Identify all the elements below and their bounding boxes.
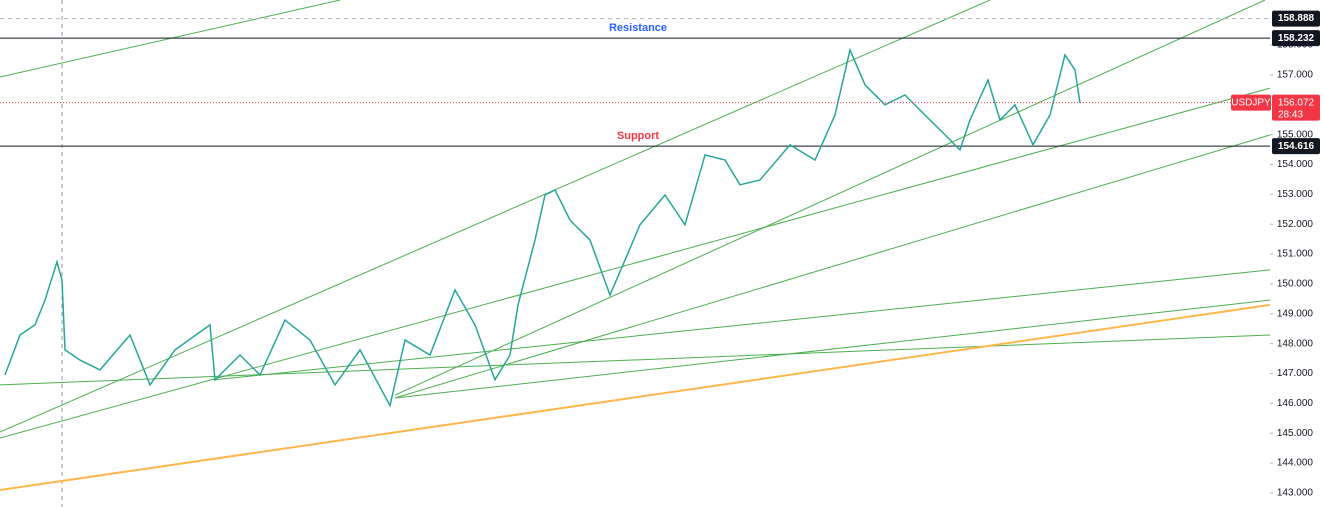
trendline [0,0,991,433]
y-tick-label: 148.000 [1277,338,1314,349]
level-tag-text: 154.616 [1278,141,1315,152]
y-tick-label: 152.000 [1277,219,1314,230]
y-tick-label: 153.000 [1277,189,1314,200]
level-label: Resistance [609,22,667,34]
level-tag [1272,30,1320,47]
level-tag [1272,138,1320,155]
y-tick-label: 143.000 [1277,488,1314,499]
y-tick-label: 154.000 [1277,159,1314,170]
symbol-tag [1231,94,1271,111]
trendline [0,334,1271,386]
level-tag [1272,10,1320,27]
level-tag-text: 158.888 [1278,13,1315,24]
price-line [4,47,1081,408]
y-tick-label: 147.000 [1277,368,1314,379]
trendline [394,134,1271,399]
y-tick-label: 150.000 [1277,279,1314,290]
y-tick-label: 151.000 [1277,249,1314,260]
trendline [0,303,1271,491]
trendline [394,299,1271,399]
y-tick-label: 144.000 [1277,458,1314,469]
y-tick-label: 145.000 [1277,428,1314,439]
last-price-text: 156.072 [1278,97,1315,108]
price-axis: 143.000 144.000 145.000 146.000 147.000 148.0… [1231,10,1320,499]
level-tag-text: 158.232 [1278,33,1315,44]
symbol-tag-text: USDJPY [1231,97,1271,108]
trendline [394,0,1266,396]
y-tick-label: 155.000 [1277,129,1314,140]
plot-area: Resistance Support [0,0,1271,491]
y-tick-label: 146.000 [1277,398,1314,409]
y-tick-label: 149.000 [1277,308,1314,319]
last-price-tag [1272,94,1320,121]
countdown: 28:43 [1278,109,1303,120]
y-tick-label: 157.000 [1277,70,1314,81]
level-label: Support [617,130,659,142]
trendline [214,269,1271,381]
